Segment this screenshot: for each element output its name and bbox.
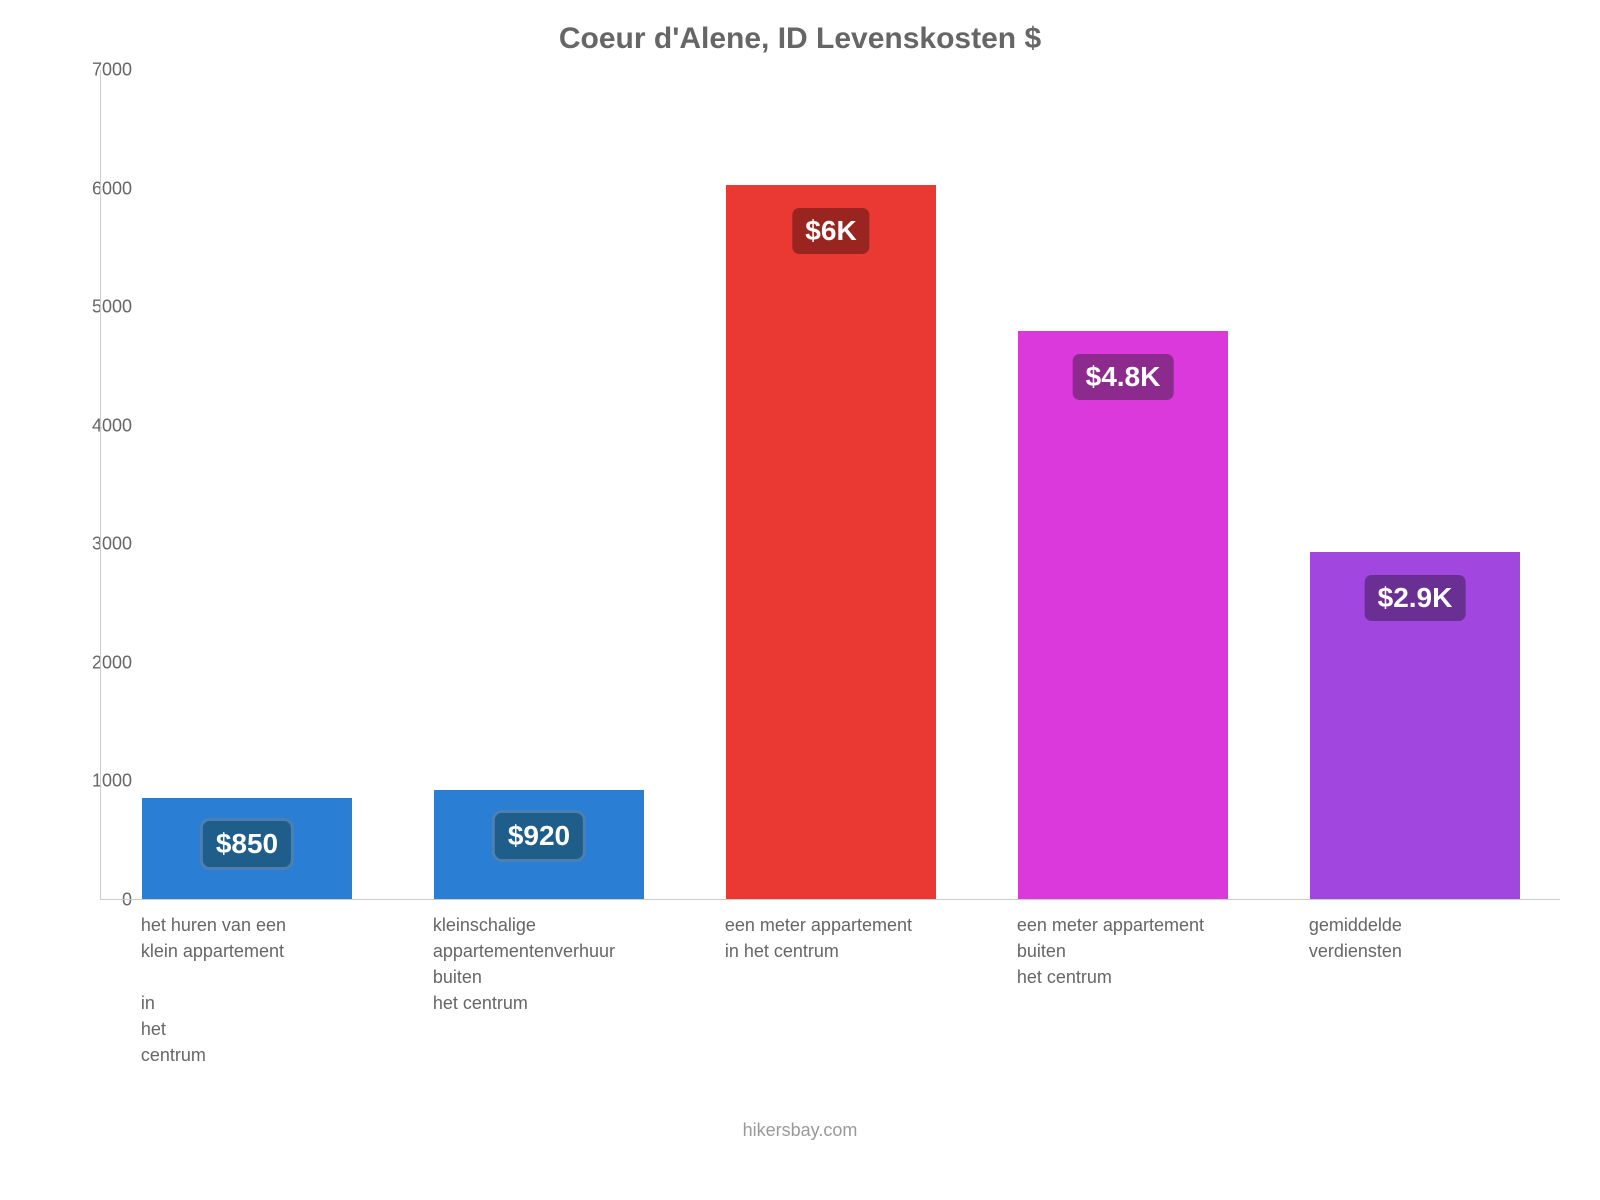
bar-value-label: $6K	[792, 208, 869, 254]
x-tick-label: het huren van een klein appartement in h…	[141, 912, 391, 1069]
x-tick-label: kleinschalige appartementenverhuur buite…	[433, 912, 683, 1016]
bar-value-label: $2.9K	[1365, 575, 1466, 621]
bars-container: $850 $920 $6K $4.8K $2.9K	[101, 70, 1560, 899]
bar: $920	[434, 790, 644, 899]
cost-of-living-chart: Coeur d'Alene, ID Levenskosten $ 0100020…	[0, 0, 1600, 1200]
bar: $850	[142, 798, 352, 899]
bar-value-label: $920	[495, 813, 583, 859]
x-tick-label: een meter appartement buiten het centrum	[1017, 912, 1267, 990]
chart-title: Coeur d'Alene, ID Levenskosten $	[0, 22, 1600, 56]
bar-value-label: $850	[203, 821, 291, 867]
bar-value-label: $4.8K	[1073, 354, 1174, 400]
bar: $4.8K	[1018, 331, 1228, 899]
plot-area: $850 $920 $6K $4.8K $2.9K	[100, 70, 1560, 900]
bar: $6K	[726, 185, 936, 899]
attribution: hikersbay.com	[0, 1120, 1600, 1141]
x-tick-label: gemiddelde verdiensten	[1309, 912, 1559, 964]
x-tick-label: een meter appartement in het centrum	[725, 912, 975, 964]
bar: $2.9K	[1310, 552, 1520, 899]
